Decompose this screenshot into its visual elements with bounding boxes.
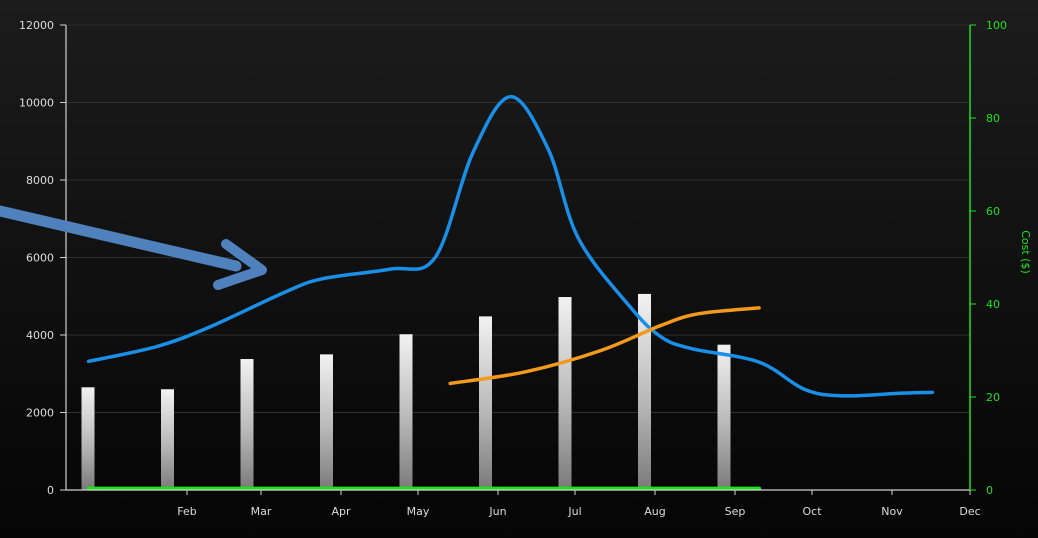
bar-jan [81, 387, 95, 490]
right-tick-label: 80 [986, 112, 1000, 125]
left-tick-label: 10000 [19, 97, 54, 110]
bar-jun [479, 316, 492, 490]
annotation-arrow-head [213, 239, 267, 290]
bar-sep [717, 344, 731, 490]
annotations [0, 205, 267, 290]
x-tick-label: Apr [331, 505, 351, 518]
axes: 0 2000 4000 6000 8000 10000 12000 0 20 40 60 80 100 C… [19, 19, 1032, 518]
left-tick-label: 12000 [19, 19, 54, 32]
left-tick-label: 2000 [26, 407, 54, 420]
right-tick-label: 40 [986, 298, 1000, 311]
bar-apr [320, 354, 333, 490]
x-tick-label: May [407, 505, 430, 518]
bars [81, 293, 731, 490]
bar-jul [558, 297, 572, 490]
x-tick-label: Sep [725, 505, 746, 518]
orange-series-line [448, 306, 761, 386]
left-tick-label: 0 [47, 484, 54, 497]
right-tick-label: 0 [986, 484, 993, 497]
x-tick-label: Mar [251, 505, 272, 518]
x-tick-label: Oct [802, 505, 822, 518]
bar-mar [240, 359, 254, 490]
x-tick-label: Nov [881, 505, 903, 518]
left-tick-label: 8000 [26, 174, 54, 187]
lines [86, 94, 935, 491]
blue-series-line [86, 94, 935, 398]
x-tick-label: Jul [567, 505, 581, 518]
x-tick-label: Aug [644, 505, 665, 518]
bar-aug [638, 293, 651, 490]
left-tick-label: 4000 [26, 329, 54, 342]
right-axis-title: Cost ($) [1019, 230, 1032, 274]
left-tick-label: 6000 [26, 252, 54, 265]
bar-may [399, 334, 413, 490]
right-tick-label: 60 [986, 205, 1000, 218]
x-tick-label: Dec [959, 505, 980, 518]
x-tick-label: Feb [177, 505, 196, 518]
right-tick-label: 100 [986, 19, 1007, 32]
bar-feb [161, 389, 174, 490]
annotation-arrow-shaft [0, 205, 242, 272]
right-tick-label: 20 [986, 391, 1000, 404]
x-tick-label: Jun [488, 505, 506, 518]
